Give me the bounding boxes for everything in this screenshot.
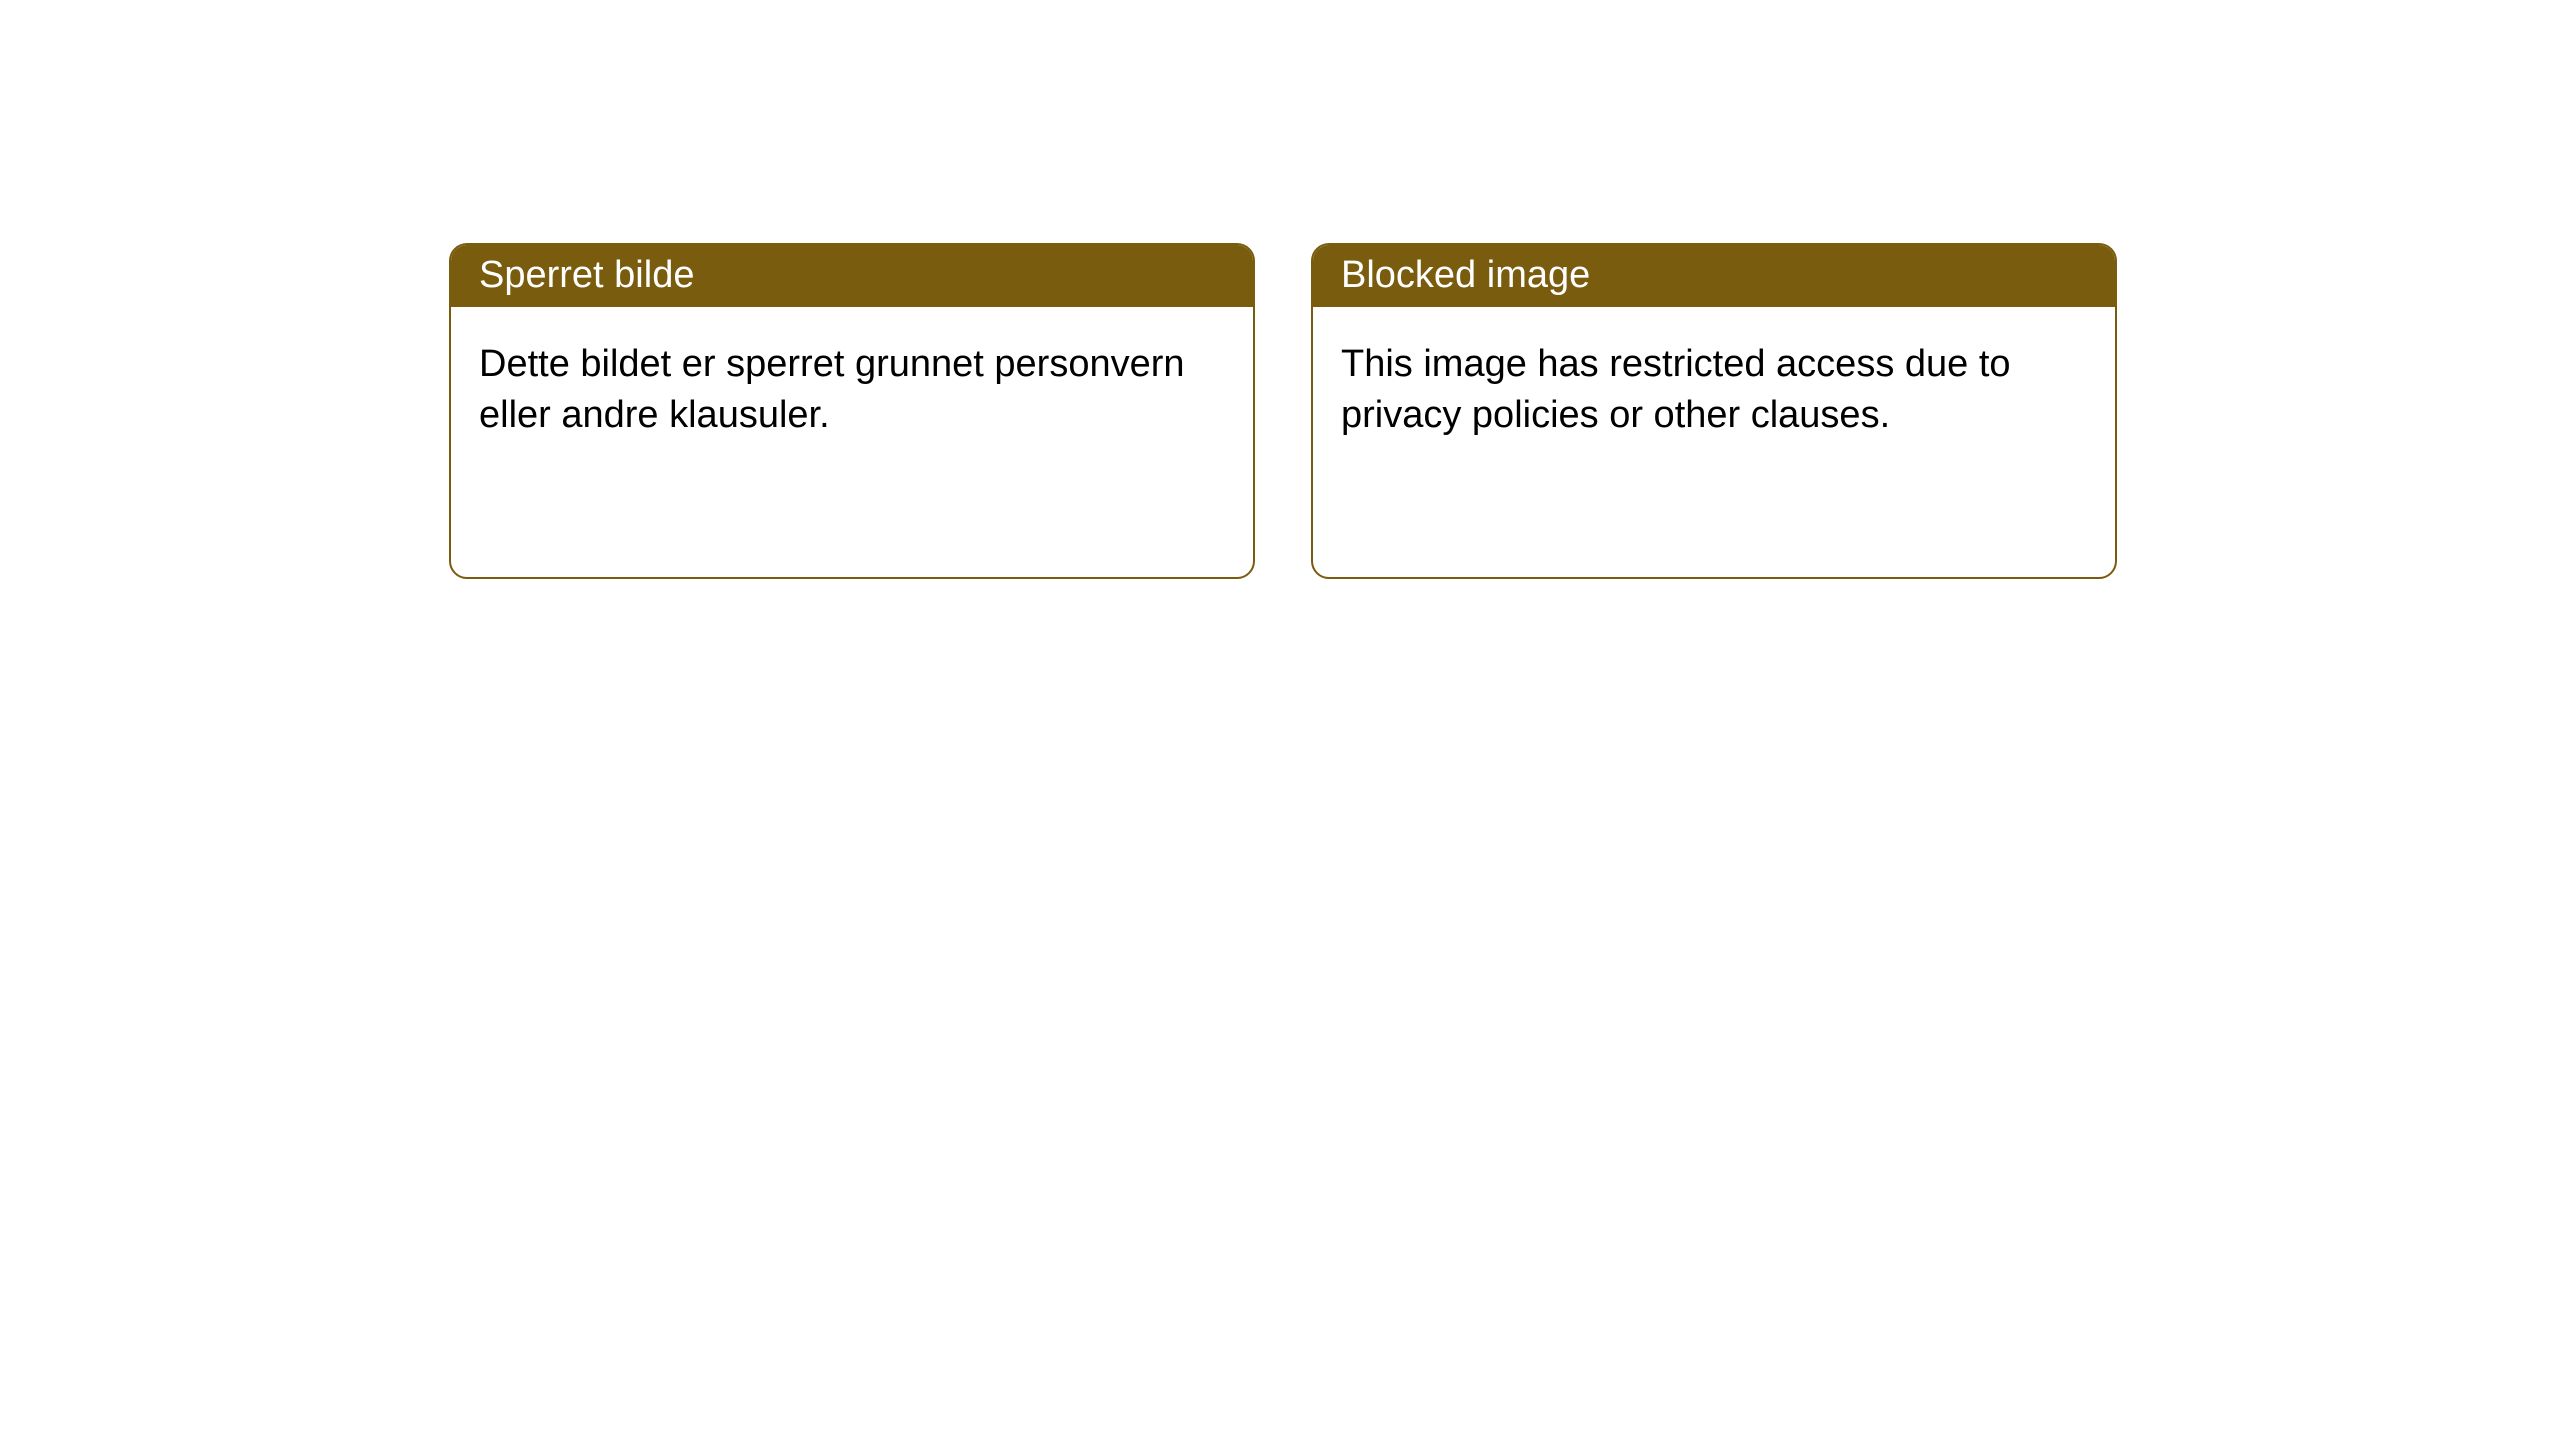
notice-box-norwegian: Sperret bilde Dette bildet er sperret gr… — [449, 243, 1255, 579]
notice-title: Sperret bilde — [451, 245, 1253, 307]
notice-title: Blocked image — [1313, 245, 2115, 307]
notice-container: Sperret bilde Dette bildet er sperret gr… — [0, 0, 2560, 579]
notice-box-english: Blocked image This image has restricted … — [1311, 243, 2117, 579]
notice-body: This image has restricted access due to … — [1313, 307, 2115, 474]
notice-body: Dette bildet er sperret grunnet personve… — [451, 307, 1253, 474]
